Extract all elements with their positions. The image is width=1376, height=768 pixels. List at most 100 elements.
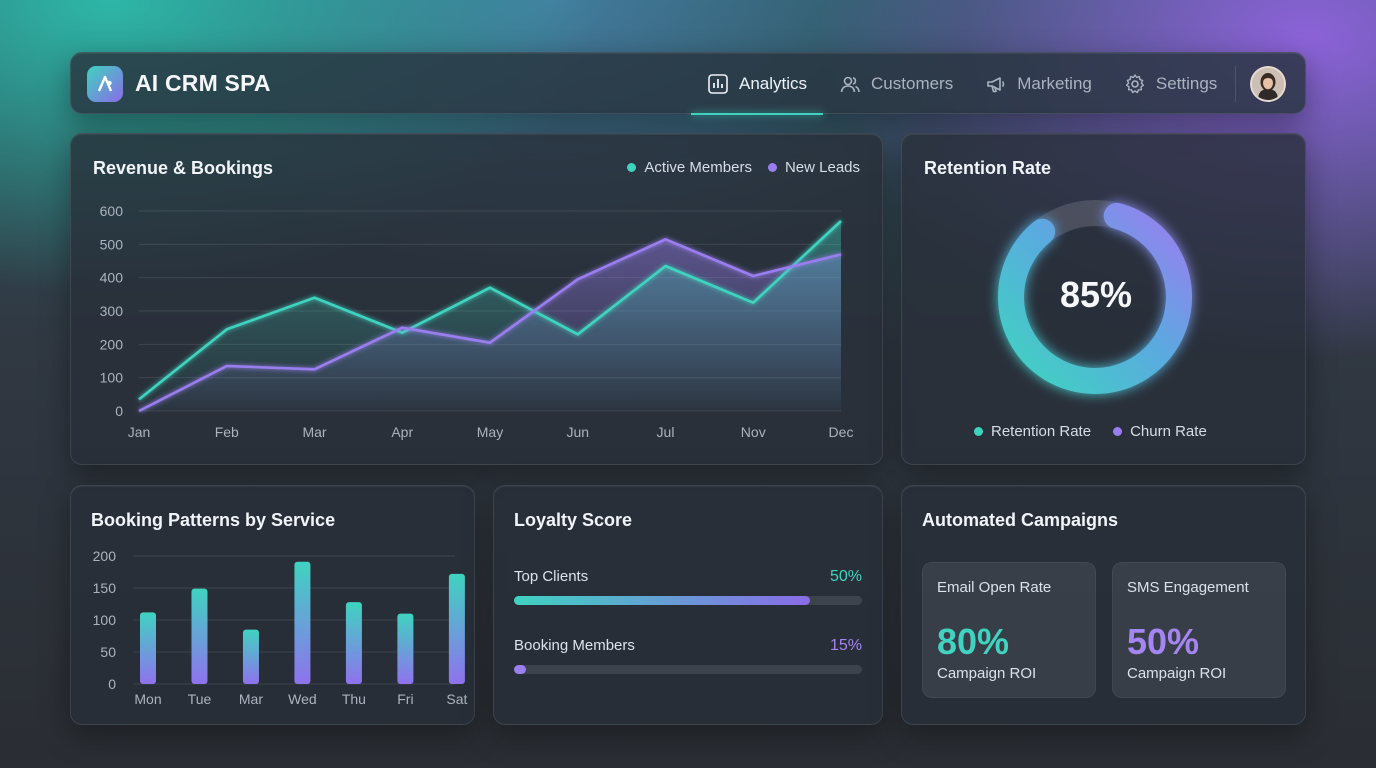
legend-label: New Leads	[784, 159, 860, 176]
loyalty-row-label: Booking Members	[514, 637, 635, 654]
data-point	[577, 333, 579, 335]
nav-customers-label: Customers	[871, 74, 954, 93]
revenue-legend: Active Members New Leads	[627, 159, 860, 176]
booking-card-title: Booking Patterns by Service	[91, 510, 336, 530]
top-navbar: AI CRM SPA Analytics Customers Marketing…	[70, 52, 1306, 115]
campaign-tile-value: 80%	[937, 621, 1010, 662]
bar[interactable]	[140, 612, 156, 684]
campaign-tile-label: SMS Engagement	[1127, 579, 1249, 596]
data-point	[840, 220, 842, 222]
retention-value: 85%	[1059, 274, 1133, 315]
loyalty-progress-fill	[514, 665, 527, 674]
x-tick-label: Nov	[741, 424, 766, 440]
bar[interactable]	[448, 573, 465, 684]
automated-campaigns-card: Automated Campaigns Email Open Rate 80% …	[901, 485, 1306, 725]
nav-marketing[interactable]: Marketing	[969, 53, 1108, 115]
loyalty-progress-track	[514, 596, 862, 605]
y-tick-label: 200	[93, 548, 117, 564]
x-tick-label: Sat	[446, 691, 467, 707]
x-tick-label: Fri	[397, 691, 413, 707]
loyalty-row-label: Top Clients	[514, 568, 589, 585]
retention-card: Retention Rate 85% Retention Rate Churn …	[901, 133, 1306, 465]
y-tick-label: 200	[100, 336, 124, 352]
x-tick-label: Feb	[215, 424, 239, 440]
loyalty-card-title: Loyalty Score	[514, 510, 633, 530]
loyalty-row-percent: 15%	[829, 637, 862, 654]
legend-new-leads: New Leads	[767, 159, 860, 176]
bar[interactable]	[242, 629, 259, 684]
data-point	[489, 341, 491, 343]
campaign-tile-sms[interactable]: SMS Engagement 50% Campaign ROI	[1112, 562, 1286, 698]
y-tick-label: 100	[93, 612, 117, 628]
data-point	[401, 326, 403, 328]
campaign-tile-sub: Campaign ROI	[937, 665, 1037, 682]
bar[interactable]	[345, 602, 362, 684]
nav-analytics[interactable]: Analytics	[691, 53, 824, 115]
y-tick-label: 0	[108, 676, 116, 692]
loyalty-row-percent: 50%	[829, 568, 862, 585]
data-point	[138, 410, 140, 412]
nav-customers[interactable]: Customers	[823, 53, 969, 115]
x-tick-label: Jan	[128, 424, 151, 440]
series-line	[138, 238, 842, 413]
donut-center	[1025, 227, 1165, 367]
bar[interactable]	[191, 588, 208, 684]
campaign-tile-sub: Campaign ROI	[1127, 665, 1227, 682]
data-point	[840, 253, 842, 255]
bar[interactable]	[294, 561, 311, 684]
data-point	[664, 265, 666, 267]
data-point	[752, 275, 754, 277]
legend-label: Active Members	[644, 159, 752, 176]
loyalty-progress-track	[514, 665, 862, 674]
legend-retention-rate: Retention Rate	[974, 423, 1091, 440]
legend-dot-purple	[767, 163, 777, 172]
campaign-tile-email[interactable]: Email Open Rate 80% Campaign ROI	[922, 562, 1096, 698]
campaign-tile-value: 50%	[1127, 621, 1200, 662]
loyalty-row-booking-members: Booking Members 15%	[514, 637, 862, 674]
legend-churn-rate: Churn Rate	[1113, 423, 1207, 440]
series-line	[138, 220, 842, 401]
y-tick-label: 50	[100, 644, 116, 660]
x-tick-label: Mar	[302, 424, 326, 440]
series-area	[139, 221, 841, 411]
x-tick-label: Dec	[829, 424, 854, 440]
nav-settings-label: Settings	[1155, 74, 1218, 93]
megaphone-icon	[987, 77, 1005, 93]
data-point	[664, 238, 666, 240]
loyalty-score-card: Loyalty Score Top Clients 50% Booking Me…	[493, 485, 883, 725]
bar[interactable]	[397, 613, 414, 684]
booking-bar-chart: 0 50 100 150 200 Mon Tue Mar Wed Thu Fri Sat	[93, 548, 468, 707]
data-point	[313, 296, 315, 298]
y-tick-label: 400	[100, 270, 124, 286]
x-tick-label: Jul	[657, 424, 675, 440]
nav-divider	[1235, 66, 1237, 102]
booking-patterns-card: Booking Patterns by Service 0 50 100 150 200…	[70, 485, 475, 725]
legend-label: Churn Rate	[1130, 423, 1207, 440]
y-tick-label: 150	[93, 580, 117, 596]
gear-icon	[1125, 74, 1144, 94]
retention-card-title: Retention Rate	[924, 158, 1052, 178]
revenue-bookings-card: Revenue & Bookings Active Members New Le…	[70, 133, 883, 465]
data-point	[226, 328, 228, 330]
data-point	[138, 398, 140, 400]
y-tick-label: 0	[115, 403, 123, 419]
main-nav: Analytics Customers Marketing Settings	[691, 53, 1287, 115]
data-point	[752, 301, 754, 303]
retention-donut-chart	[998, 200, 1192, 394]
y-tick-label: 300	[100, 303, 124, 319]
revenue-card-title: Revenue & Bookings	[93, 158, 274, 178]
legend-dot-teal	[627, 163, 637, 172]
data-point	[226, 365, 228, 367]
x-tick-label: Mon	[134, 691, 161, 707]
user-avatar[interactable]	[1250, 66, 1287, 102]
legend-dot-teal	[974, 427, 983, 436]
campaign-tile-label: Email Open Rate	[937, 579, 1052, 596]
app-logo-icon[interactable]	[87, 66, 123, 102]
x-tick-label: Apr	[391, 424, 413, 440]
campaigns-card-title: Automated Campaigns	[922, 510, 1119, 530]
bar-chart-icon	[708, 74, 728, 94]
nav-settings[interactable]: Settings	[1108, 53, 1233, 115]
legend-dot-purple	[1113, 427, 1123, 436]
x-tick-label: Mar	[239, 691, 263, 707]
users-icon	[840, 76, 860, 93]
